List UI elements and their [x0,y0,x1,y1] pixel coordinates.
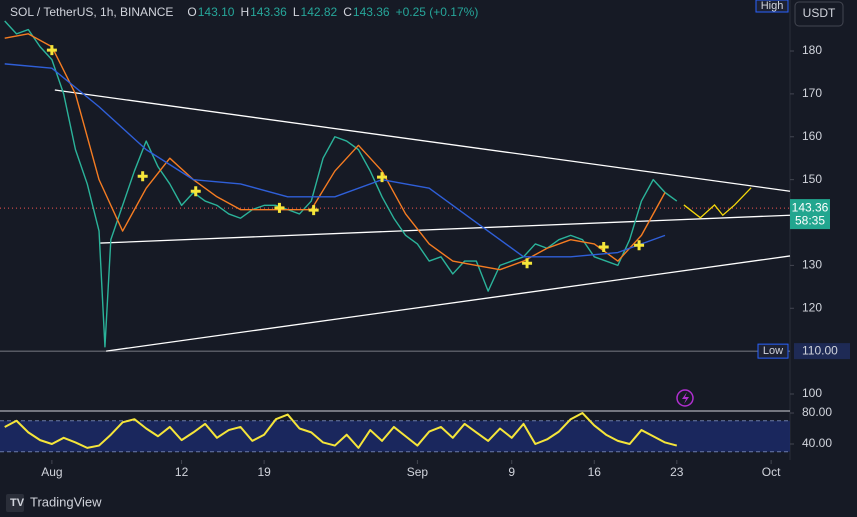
trend-line [106,255,791,352]
y-tick-label: 180 [802,43,822,57]
logo [6,494,24,512]
x-tick-label: 16 [588,465,602,479]
logo-mark: TV [10,497,25,509]
y-tick-label: 170 [802,86,822,100]
countdown: 58:35 [795,213,825,227]
price-label-box [790,199,830,230]
symbol: SOL / TetherUS, 1h, BINANCE [10,5,173,19]
low-tag-box [757,343,789,359]
currency-box[interactable] [794,1,844,27]
x-tick-label: Oct [762,465,781,479]
y-tick-label: 80.00 [802,405,832,419]
alert-icon[interactable] [676,389,694,407]
ohlc-label: O [187,5,196,19]
ohlc-value: 143.36 [353,5,390,19]
y-tick-label: 160 [802,129,822,143]
ohlc-label: H [240,5,249,19]
x-tick-label: Sep [407,465,429,479]
ohlc-label: L [293,5,300,19]
change: +0.25 (+0.17%) [396,5,479,19]
y-tick-label: 130 [802,258,822,272]
signal-marker [308,205,319,216]
currency: USDT [803,6,836,20]
low-tag: Low [763,345,783,357]
ohlc-value: 143.10 [198,5,235,19]
low-label: 110.00 [802,343,838,357]
alert-bolt [682,392,689,404]
y-tick-label: 100 [802,386,822,400]
trend-line [683,187,752,219]
series-line [4,33,666,271]
high-tag: High [761,0,784,12]
signal-marker [137,171,148,182]
trend-line [54,89,791,192]
x-tick-label: 9 [508,465,515,479]
signal-marker [274,202,285,213]
low-label-box [794,343,850,360]
signal-marker [598,241,609,252]
x-tick-label: 19 [257,465,271,479]
trend-line [100,214,791,244]
signal-marker [634,240,645,251]
x-tick-label: 23 [670,465,684,479]
rsi-band [0,420,790,452]
series-line [4,63,666,258]
x-tick-label: 12 [175,465,189,479]
signal-marker [46,45,57,56]
x-tick-label: Aug [41,465,62,479]
series-line [4,20,678,348]
y-tick-label: 150 [802,172,822,186]
signal-marker [190,186,201,197]
signal-marker [377,172,388,183]
ohlc-value: 142.82 [301,5,338,19]
high-tag-box [755,0,789,13]
ohlc-label: C [343,5,352,19]
price-label: 143.36 [792,200,829,214]
branding: TradingView [30,494,102,509]
y-tick-label: 120 [802,300,822,314]
y-tick-label: 40.00 [802,436,832,450]
signal-marker [522,258,533,269]
ohlc-value: 143.36 [250,5,287,19]
series-line [4,412,678,449]
